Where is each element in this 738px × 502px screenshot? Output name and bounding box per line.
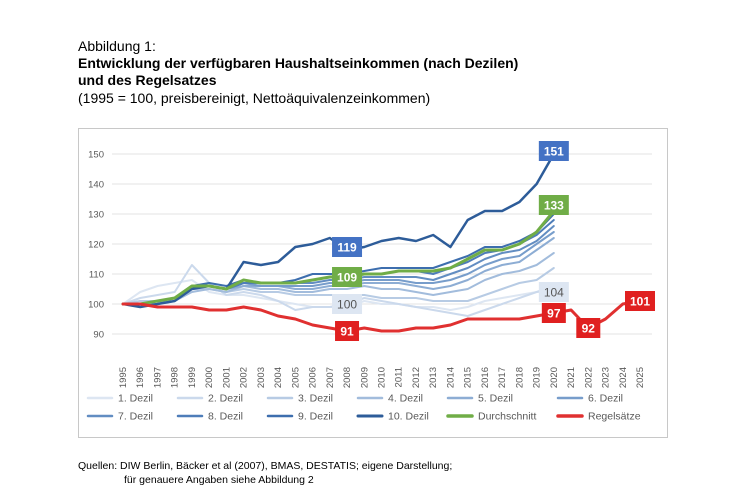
y-tick-label: 110 (89, 270, 104, 281)
x-tick-label: 2012 (411, 367, 422, 388)
data-label: 119 (337, 241, 357, 255)
x-tick-label: 2015 (463, 367, 474, 388)
x-tick-label: 1995 (118, 367, 129, 388)
x-tick-label: 2020 (549, 367, 560, 388)
legend-entry: 8. Dezil (208, 411, 243, 423)
figure-title-line2: und des Regelsatzes (78, 72, 217, 88)
x-tick-label: 2019 (532, 367, 543, 388)
x-tick-label: 2007 (325, 367, 336, 388)
x-tick-label: 2014 (445, 367, 456, 388)
legend-entry: 5. Dezil (478, 393, 513, 405)
x-tick-label: 2003 (256, 367, 267, 388)
x-tick-label: 2025 (635, 367, 646, 388)
legend-entry: 10. Dezil (388, 411, 429, 423)
x-tick-label: 2002 (239, 367, 250, 388)
chart-frame (78, 128, 668, 438)
x-tick-label: 2000 (204, 367, 215, 388)
legend-entry: Regelsätze (588, 411, 641, 423)
data-label-box (625, 291, 655, 311)
y-tick-label: 120 (88, 240, 104, 251)
y-tick-label: 90 (93, 330, 104, 341)
data-label-box (538, 195, 569, 215)
series-line-4-dezil (122, 252, 555, 305)
x-tick-label: 2017 (497, 367, 508, 388)
data-label-box (335, 321, 360, 341)
data-label-box (541, 303, 566, 323)
data-label-box (538, 141, 569, 161)
source-note: Quellen: DIW Berlin, Bäcker et al (2007)… (78, 459, 452, 487)
x-tick-label: 2010 (377, 367, 388, 388)
legend-entry: 7. Dezil (118, 411, 153, 423)
data-label: 101 (630, 295, 650, 309)
x-tick-label: 1997 (152, 367, 163, 388)
data-label: 133 (544, 199, 564, 213)
legend-entry: 3. Dezil (298, 393, 333, 405)
figure-header: Abbildung 1: Entwicklung der verfügbaren… (78, 38, 718, 107)
figure-title-line1: Entwicklung der verfügbaren Haushaltsein… (78, 55, 519, 71)
y-tick-label: 150 (88, 150, 104, 161)
x-tick-label: 2016 (480, 367, 491, 388)
x-tick-label: 2001 (221, 367, 232, 388)
data-label: 104 (544, 286, 564, 300)
x-tick-label: 2021 (566, 367, 577, 388)
x-tick-label: 2009 (359, 367, 370, 388)
x-tick-label: 2022 (583, 367, 594, 388)
x-tick-label: 2005 (290, 367, 301, 388)
legend-entry: 4. Dezil (388, 393, 423, 405)
source-line1: Quellen: DIW Berlin, Bäcker et al (2007)… (78, 460, 453, 472)
x-tick-label: 2011 (394, 367, 405, 387)
legend-entry: Durchschnitt (478, 411, 536, 423)
data-label: 92 (582, 322, 596, 336)
data-label: 151 (544, 145, 564, 159)
data-label-box (576, 318, 601, 338)
legend-entry: 6. Dezil (588, 393, 623, 405)
x-tick-label: 1998 (170, 367, 181, 388)
data-label-box (332, 237, 363, 257)
source-line2: für genauere Angaben siehe Abbildung 2 (124, 474, 314, 486)
data-label: 91 (340, 325, 354, 339)
x-tick-label: 2023 (601, 367, 612, 388)
legend-entry: 1. Dezil (118, 393, 153, 405)
figure-label: Abbildung 1: (78, 38, 156, 54)
x-tick-label: 1996 (135, 367, 146, 388)
x-tick-label: 2008 (342, 367, 353, 388)
y-tick-label: 130 (88, 210, 104, 221)
x-tick-label: 2004 (273, 367, 284, 388)
data-label: 100 (337, 298, 357, 312)
y-tick-label: 100 (88, 300, 104, 311)
x-tick-label: 2013 (428, 367, 439, 388)
data-label-box (332, 267, 363, 287)
legend-entry: 9. Dezil (298, 411, 333, 423)
data-label: 97 (547, 307, 561, 321)
x-tick-label: 2006 (308, 367, 319, 388)
x-tick-label: 1999 (187, 367, 198, 388)
x-tick-label: 2024 (618, 367, 629, 388)
data-label-box (332, 294, 363, 314)
data-label-box (538, 282, 569, 302)
legend-entry: 2. Dezil (208, 393, 243, 405)
x-tick-label: 2018 (514, 367, 525, 388)
figure-subtitle: (1995 = 100, preisbereinigt, Nettoäquiva… (78, 90, 431, 106)
data-label: 109 (337, 271, 357, 285)
y-tick-label: 140 (88, 180, 104, 191)
